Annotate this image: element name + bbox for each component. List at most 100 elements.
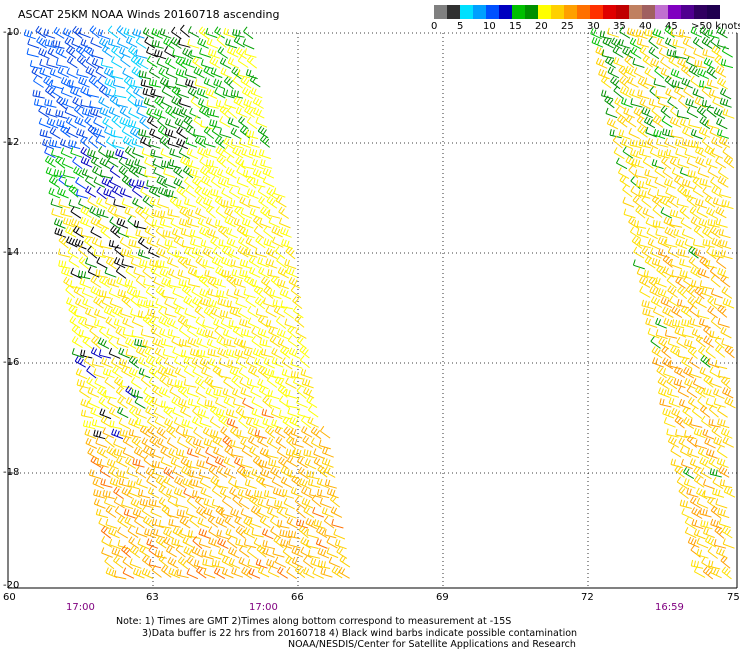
- wind-barb: [89, 469, 102, 480]
- wind-barb: [678, 398, 691, 410]
- wind-barb: [162, 348, 175, 359]
- wind-barb: [254, 489, 267, 499]
- wind-barb: [194, 79, 207, 89]
- wind-barb: [84, 318, 97, 329]
- wind-barb: [205, 217, 218, 229]
- wind-barb: [60, 125, 71, 138]
- wind-barb: [231, 269, 244, 280]
- wind-barb: [208, 358, 221, 370]
- wind-barb: [47, 47, 59, 60]
- wind-barb: [69, 316, 81, 329]
- wind-barb: [719, 239, 732, 250]
- wind-barb: [233, 456, 246, 469]
- wind-barb: [248, 148, 261, 158]
- wind-barb: [67, 246, 79, 259]
- wind-barb: [706, 207, 718, 219]
- wind-barb: [636, 267, 649, 279]
- wind-barb: [222, 328, 235, 340]
- wind-barb: [689, 317, 702, 328]
- legend-swatch: [460, 5, 473, 19]
- wind-barb: [690, 216, 702, 229]
- wind-barb: [711, 425, 723, 439]
- wind-barb: [595, 57, 608, 69]
- wind-barb: [270, 275, 281, 289]
- wind-barb: [650, 336, 661, 349]
- wind-barb: [90, 226, 102, 239]
- wind-barb: [670, 458, 683, 469]
- wind-barb: [707, 496, 718, 510]
- wind-barb: [199, 417, 212, 428]
- wind-barb: [213, 277, 227, 288]
- wind-barb: [285, 556, 297, 569]
- wind-barb: [122, 436, 134, 449]
- wind-barb: [675, 148, 688, 159]
- wind-barb: [279, 288, 292, 300]
- wind-barb: [189, 229, 202, 240]
- wind-barb: [690, 418, 703, 428]
- wind-barb: [638, 139, 651, 149]
- wind-barb: [80, 136, 91, 149]
- wind-barb: [263, 357, 276, 369]
- wind-barb: [187, 398, 201, 408]
- wind-barb: [321, 507, 334, 518]
- wind-barb: [135, 36, 147, 49]
- wind-barb: [254, 296, 266, 310]
- wind-barb: [614, 97, 626, 110]
- wind-barb: [57, 187, 69, 199]
- wind-barb: [144, 347, 156, 359]
- wind-barb: [101, 296, 113, 309]
- wind-barb: [27, 38, 40, 49]
- wind-barb: [163, 536, 175, 549]
- time-label-pass-3: 16:59: [655, 602, 684, 613]
- wind-barb: [185, 507, 198, 519]
- wind-barb: [694, 96, 707, 109]
- wind-barb: [287, 335, 299, 348]
- lat-label-20: -20: [3, 580, 20, 591]
- wind-barb: [686, 487, 699, 498]
- wind-barb: [619, 26, 631, 39]
- wind-barb: [281, 238, 293, 249]
- wind-barb: [196, 397, 208, 409]
- wind-barb: [127, 525, 139, 539]
- wind-barb: [262, 395, 273, 409]
- wind-barb: [126, 286, 139, 299]
- wind-barb: [184, 68, 197, 79]
- wind-barb: [676, 476, 688, 489]
- wind-barb: [702, 227, 713, 240]
- wind-barb: [113, 448, 126, 459]
- wind-barb: [651, 346, 663, 359]
- wind-barb: [203, 77, 216, 89]
- wind-barb: [142, 195, 153, 208]
- wind-barb: [303, 386, 315, 399]
- wind-barb: [207, 515, 219, 528]
- wind-barb: [239, 377, 251, 389]
- wind-barb: [666, 48, 679, 59]
- wind-barb: [232, 75, 243, 89]
- wind-barb: [201, 366, 213, 378]
- wind-barb: [599, 30, 613, 40]
- wind-barb: [152, 528, 166, 539]
- wind-barb: [168, 279, 182, 289]
- legend-swatch: [538, 5, 551, 19]
- wind-barb: [200, 239, 213, 250]
- wind-barb: [66, 67, 79, 79]
- wind-barb: [218, 547, 230, 559]
- wind-barb: [236, 166, 248, 179]
- wind-barb: [210, 405, 220, 419]
- wind-barb: [221, 256, 233, 268]
- wind-speed-legend: 0 5 10 15 20 25 30 35 40 45 >50 knots: [431, 5, 740, 37]
- wind-barb: [155, 298, 168, 309]
- wind-barb: [23, 29, 36, 40]
- wind-barb: [221, 245, 233, 258]
- wind-barb: [135, 408, 147, 419]
- wind-barb: [700, 467, 712, 480]
- wind-barb: [267, 389, 280, 400]
- wind-barb: [95, 437, 108, 448]
- wind-barb: [122, 67, 134, 80]
- wind-barb: [689, 206, 701, 220]
- wind-barb: [681, 138, 695, 148]
- wind-barb: [646, 137, 659, 150]
- wind-barb: [185, 318, 198, 330]
- wind-barb: [178, 147, 190, 160]
- wind-barb: [702, 48, 715, 59]
